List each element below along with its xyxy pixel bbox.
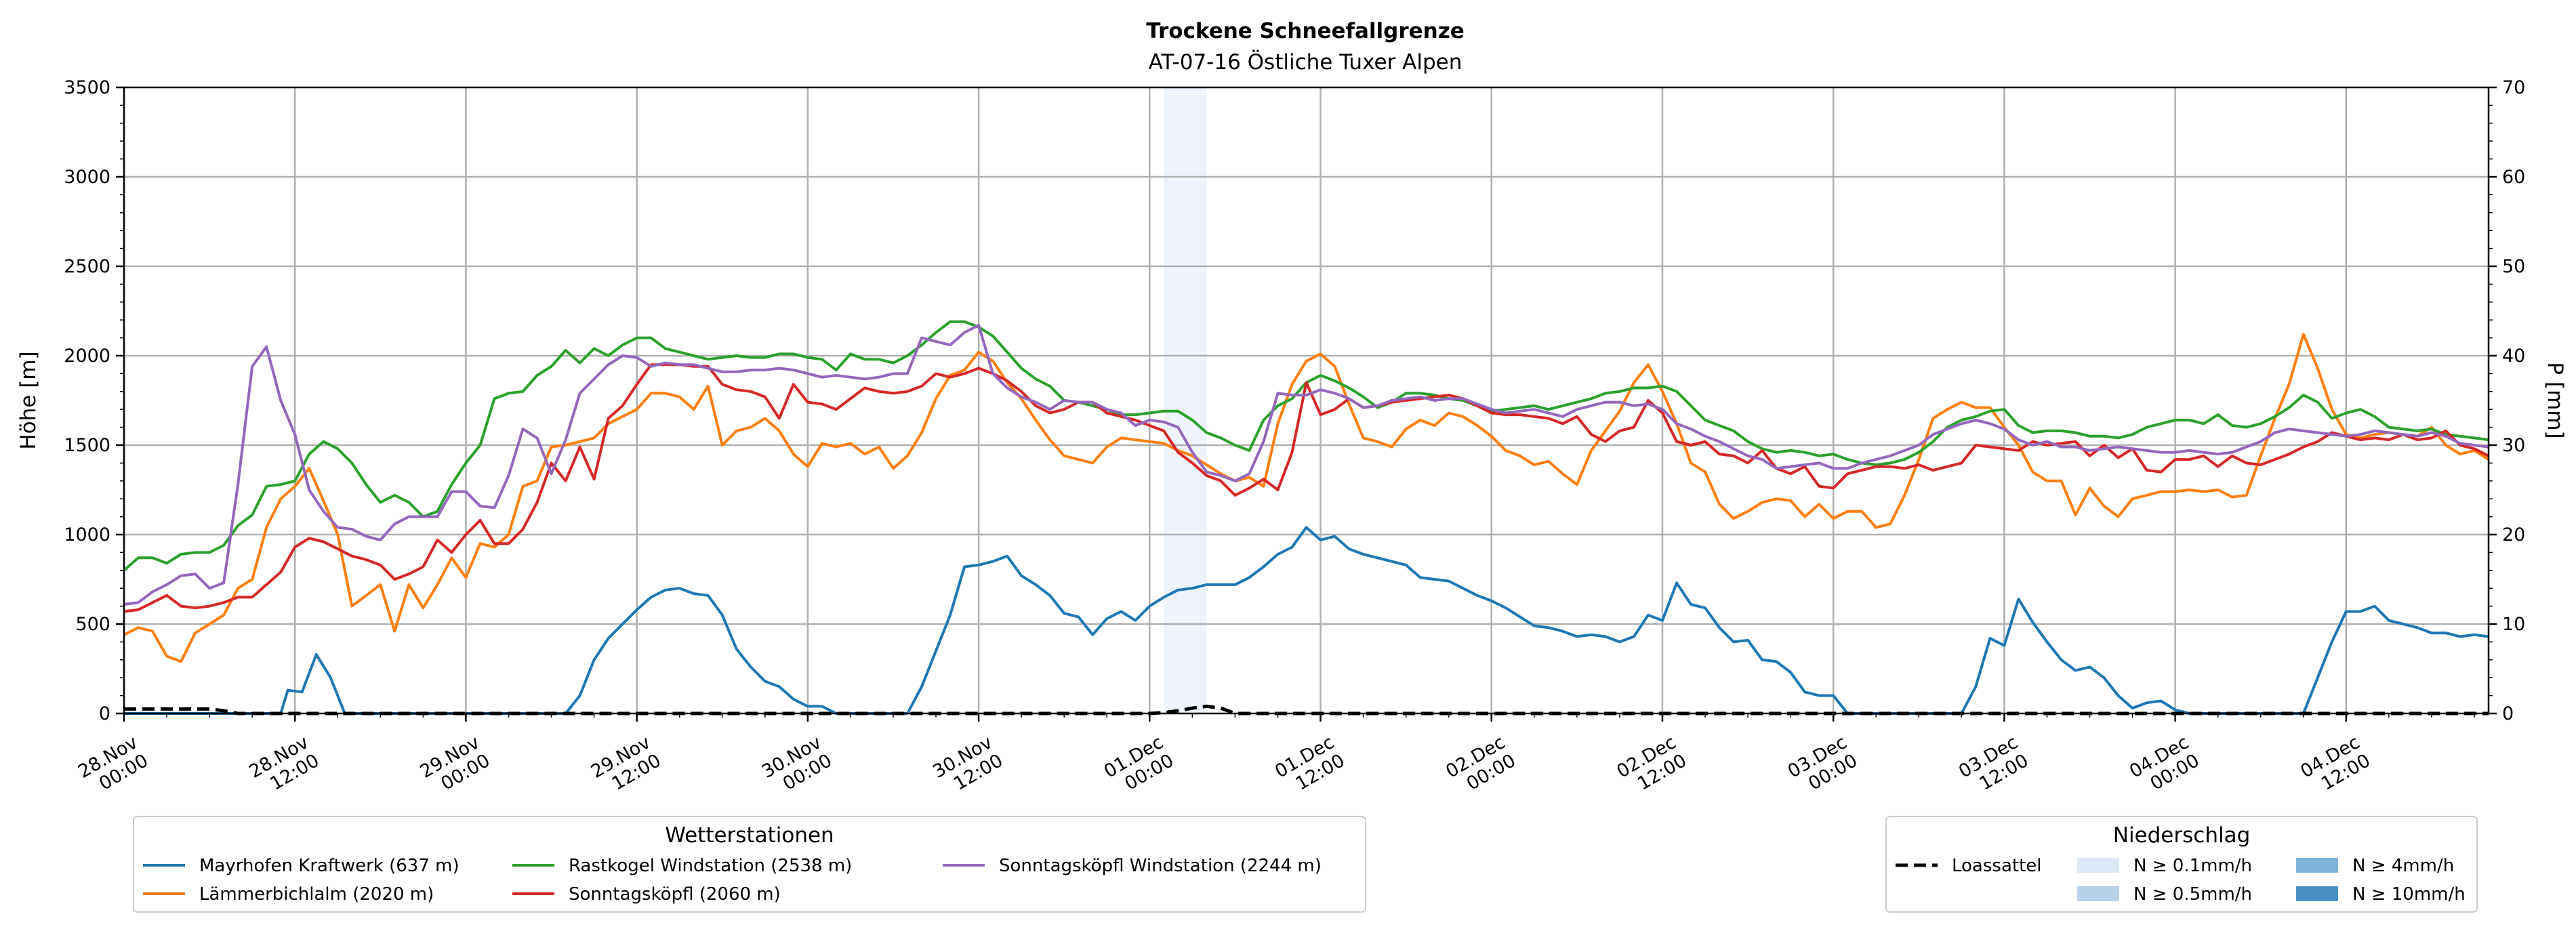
niederschlag-legend-items: Loassattel N ≥ 0.1mm/h N ≥ 4mm/h N ≥ 0.5mm/… xyxy=(1896,856,2466,905)
series-line-2 xyxy=(123,320,2489,572)
x-tick-label-11: 03.Dec12:00 xyxy=(1955,732,2032,800)
x-tick-label-3: 29.Nov12:00 xyxy=(588,732,665,801)
y2-tick-label-2: 20 xyxy=(2502,524,2525,545)
y-tick-label-1: 500 xyxy=(75,614,110,635)
stations-legend: Wetterstationen Mayrhofen Kraftwerk (637… xyxy=(133,816,1366,913)
niederschlag-legend-label-0: Loassattel xyxy=(1952,856,2042,876)
series-line-1 xyxy=(123,333,2490,663)
niederschlag-legend: Niederschlag Loassattel N ≥ 0.1mm/h N ≥ 4m… xyxy=(1885,816,2478,913)
y2-tick-label-3: 30 xyxy=(2502,435,2525,456)
stations-legend-title: Wetterstationen xyxy=(665,823,834,848)
chart-title: Trockene Schneefallgrenze xyxy=(1146,19,1465,43)
stations-legend-label-1: Lämmerbichlalm (2020 m) xyxy=(199,884,434,905)
x-tick-label-9: 02.Dec12:00 xyxy=(1614,732,1690,800)
y-tick-label-6: 3000 xyxy=(64,167,110,188)
x-tick-label-10: 03.Dec00:00 xyxy=(1784,732,1861,800)
precip-bands xyxy=(1164,87,1207,713)
stations-legend-items: Mayrhofen Kraftwerk (637 m) Lämmerbichlal… xyxy=(143,856,1322,905)
niederschlag-legend-label-2: N ≥ 4mm/h xyxy=(2352,856,2454,876)
series-layer xyxy=(123,320,2490,716)
series-line-0 xyxy=(124,526,2489,715)
plot-frame xyxy=(123,86,2490,715)
y-axis: 0 500 1000 1500 2000 2500 3000 3500 xyxy=(64,77,124,724)
y2-tick-label-1: 10 xyxy=(2502,614,2525,635)
series-line-4 xyxy=(123,324,2489,606)
x-tick-label-1: 28.Nov12:00 xyxy=(245,732,323,801)
stations-legend-label-0: Mayrhofen Kraftwerk (637 m) xyxy=(199,856,459,876)
x-tick-label-13: 04.Dec12:00 xyxy=(2297,732,2373,800)
precip-band-0 xyxy=(1164,87,1207,713)
series-line-3 xyxy=(123,363,2489,613)
y-axis-label: Höhe [m] xyxy=(16,351,41,449)
y-tick-label-7: 3500 xyxy=(64,77,110,98)
y-tick-label-2: 1000 xyxy=(64,524,110,545)
stations-legend-label-4: Sonntagsköpfl Windstation (2244 m) xyxy=(999,856,1322,876)
grid xyxy=(124,87,2489,713)
x-tick-label-12: 04.Dec00:00 xyxy=(2126,732,2203,800)
x-tick-label-6: 01.Dec00:00 xyxy=(1101,732,1177,800)
niederschlag-legend-label-1: N ≥ 0.1mm/h xyxy=(2133,856,2252,876)
niederschlag-legend-label-4: N ≥ 10mm/h xyxy=(2352,884,2466,905)
niederschlag-legend-swatch-1 xyxy=(2077,858,2119,873)
stations-legend-label-2: Rastkogel Windstation (2538 m) xyxy=(569,856,852,876)
niederschlag-legend-swatch-2 xyxy=(2296,858,2338,873)
y2-tick-label-4: 40 xyxy=(2502,346,2525,367)
y2-tick-label-0: 0 xyxy=(2502,703,2514,724)
y-tick-label-0: 0 xyxy=(99,703,110,724)
precip-line-loassattel xyxy=(124,704,2489,716)
niederschlag-legend-swatch-4 xyxy=(2296,886,2338,901)
y2-tick-label-5: 50 xyxy=(2502,256,2525,277)
x-axis: 28.Nov00:00 28.Nov12:00 29.Nov00:00 29.Nov1… xyxy=(75,713,2475,801)
y2-tick-label-6: 60 xyxy=(2502,167,2525,188)
y-tick-label-4: 2000 xyxy=(64,346,110,367)
y2-axis: 0 10 20 30 40 50 60 70 xyxy=(2489,77,2525,724)
x-tick-label-2: 29.Nov00:00 xyxy=(417,732,494,801)
y2-tick-label-7: 70 xyxy=(2502,77,2525,98)
y-tick-label-5: 2500 xyxy=(64,256,110,277)
x-tick-label-0: 28.Nov00:00 xyxy=(75,732,152,801)
y2-axis-label: P [mm] xyxy=(2543,362,2567,438)
x-tick-label-4: 30.Nov00:00 xyxy=(758,732,836,801)
x-tick-label-8: 02.Dec00:00 xyxy=(1442,732,1519,800)
y-tick-label-3: 1500 xyxy=(64,435,110,456)
x-tick-label-7: 01.Dec12:00 xyxy=(1271,732,1348,800)
stations-legend-label-3: Sonntagsköpfl (2060 m) xyxy=(569,884,781,905)
stations-legend-box xyxy=(133,816,1366,913)
chart-subtitle: AT-07-16 Östliche Tuxer Alpen xyxy=(1149,49,1463,75)
x-tick-label-5: 30.Nov12:00 xyxy=(929,732,1006,801)
niederschlag-legend-title: Niederschlag xyxy=(2113,823,2251,848)
niederschlag-legend-label-3: N ≥ 0.5mm/h xyxy=(2133,884,2252,905)
niederschlag-legend-swatch-3 xyxy=(2077,886,2119,901)
